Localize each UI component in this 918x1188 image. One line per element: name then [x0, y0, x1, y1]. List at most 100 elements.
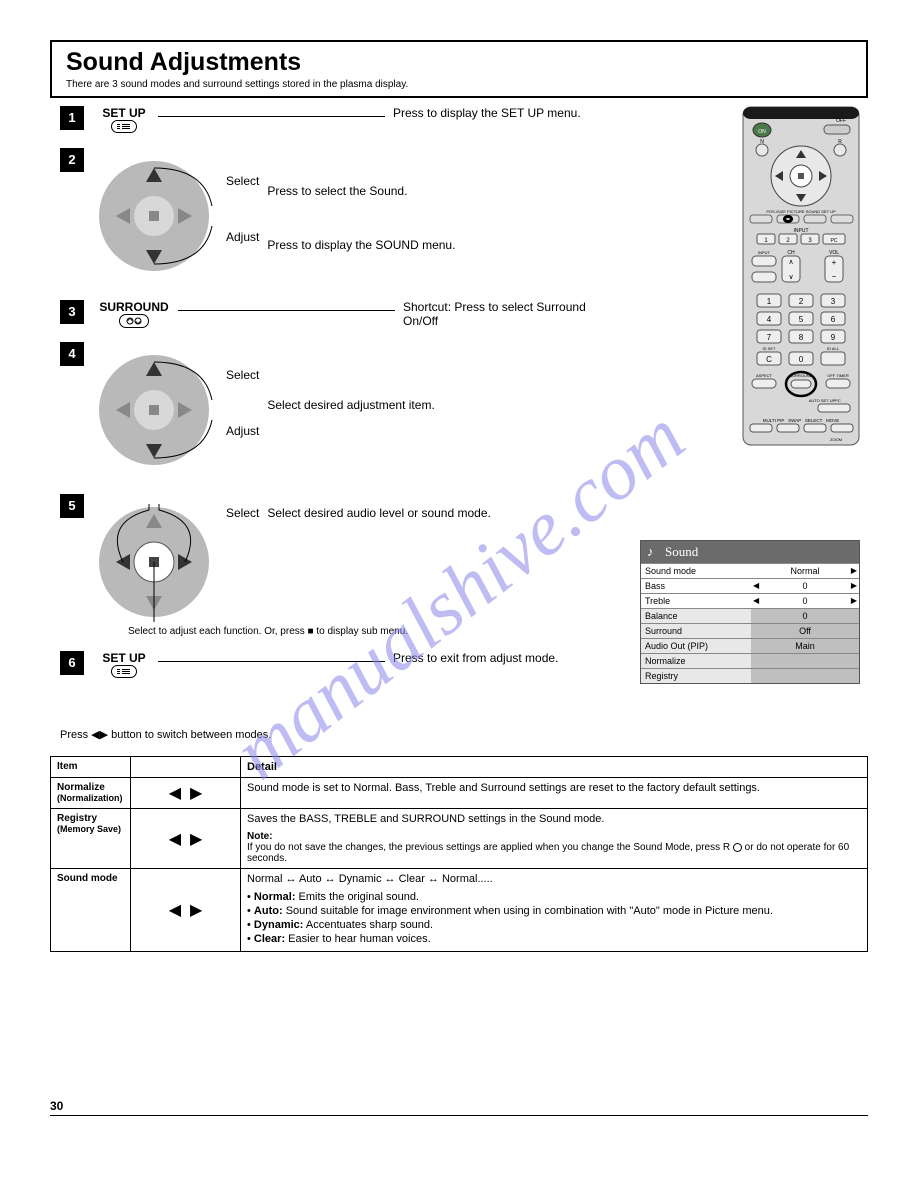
remote-illustration: ON OFF N R POS./SIZE PICTURE SOUND SET U… [742, 106, 860, 449]
svg-text:−: − [832, 272, 837, 281]
svg-text:MULTI PIP SWAP SELECT MO: MULTI PIP SWAP SELECT MOVE [763, 418, 840, 423]
sound-icon: ♪ [647, 544, 654, 560]
sound-menu-value [751, 654, 859, 668]
item-paren: (Normalization) [57, 793, 123, 803]
step-3: 3 SURROUND Shortcut: Press to select Sur… [60, 300, 620, 328]
left-right-icon: ◀ ▶ [169, 831, 203, 848]
page-number: 30 [50, 1099, 868, 1116]
svg-text:∨: ∨ [788, 274, 793, 281]
sound-menu-value: Off [751, 624, 859, 638]
sound-menu-value: 0 [751, 609, 859, 623]
svg-text:ZOOM: ZOOM [830, 437, 842, 442]
step-text: Select desired adjustment item. [267, 398, 620, 412]
left-right-icon: ◀ ▶ [169, 902, 203, 919]
item-label: Registry [57, 813, 97, 824]
svg-text:6: 6 [831, 315, 836, 324]
item-label: Normalize [57, 782, 105, 793]
item-paren: (Memory Save) [57, 824, 121, 834]
sound-menu-value: Main [751, 639, 859, 653]
adjust-label: Adjust [226, 424, 259, 438]
sound-menu-key: Audio Out (PIP) [641, 639, 751, 653]
svg-text:ID ALL: ID ALL [827, 346, 840, 351]
svg-text:3: 3 [831, 297, 836, 306]
mode-cycle: Normal ↔ Auto ↔ Dynamic ↔ Clear ↔ Normal… [247, 873, 861, 885]
sound-menu-value: 0◀▶ [751, 579, 859, 593]
dpad-icon [94, 156, 214, 276]
step-2: 2 Select A [60, 148, 620, 286]
steps-column: 1 SET UP Press to display the SET UP men… [60, 106, 620, 693]
note-label: Note: [247, 831, 273, 842]
step-text: Press to select the Sound. [267, 184, 620, 198]
item-detail: Sound mode is set to Normal. Bass, Trebl… [241, 778, 868, 809]
step-number: 6 [60, 651, 84, 675]
step-text: Shortcut: Press to select Surround On/Of… [403, 300, 620, 328]
step-text: Select desired audio level or sound mode… [267, 506, 620, 520]
svg-text:4: 4 [767, 315, 772, 324]
sound-menu-key: Bass [641, 579, 751, 593]
sound-menu-value: 0◀▶ [751, 594, 859, 608]
svg-text:9: 9 [831, 333, 836, 342]
setup-label: SET UP [94, 106, 154, 120]
svg-text:OFF: OFF [836, 118, 846, 124]
sound-menu-row: Normalize [641, 653, 859, 668]
select-label: Select [226, 174, 259, 188]
step-text: Press to display the SET UP menu. [393, 106, 620, 120]
sound-menu-row: Sound modeNormal▶ [641, 563, 859, 578]
note-text: If you do not save the changes, the prev… [247, 842, 849, 864]
svg-text:VOL: VOL [829, 250, 839, 256]
sound-menu-row: Balance0 [641, 608, 859, 623]
manual-page: manualshive.com Sound Adjustments There … [0, 0, 918, 1188]
svg-text:CH: CH [787, 250, 795, 256]
svg-text:ID SET: ID SET [763, 346, 776, 351]
page-subtitle: There are 3 sound modes and surround set… [66, 79, 852, 90]
sound-menu-key: Sound mode [641, 564, 751, 578]
mode-bullet: • Dynamic: Accentuates sharp sound. [247, 919, 861, 931]
sound-menu-value [751, 669, 859, 683]
svg-text:2: 2 [799, 297, 804, 306]
surround-label: SURROUND [94, 300, 174, 314]
step-extra: Press to display the SOUND menu. [267, 238, 620, 252]
step-number: 3 [60, 300, 84, 324]
page-title: Sound Adjustments [66, 48, 852, 77]
svg-text:POS./SIZE PICTURE SOUND SET UP: POS./SIZE PICTURE SOUND SET UP [766, 209, 836, 214]
sound-menu-key: Treble [641, 594, 751, 608]
setup-button-icon [111, 120, 137, 133]
sound-menu-key: Registry [641, 669, 751, 683]
table-row: Registry (Memory Save) ◀ ▶ Saves the BAS… [51, 809, 868, 869]
step-6: 6 SET UP Press to exit from adjust mode. [60, 651, 620, 679]
item-label: Sound mode [57, 873, 118, 884]
step-4: 4 Select A [60, 342, 620, 480]
svg-text:5: 5 [799, 315, 804, 324]
adjust-label: Adjust [226, 230, 259, 244]
sound-menu-value: Normal▶ [751, 564, 859, 578]
svg-text:N: N [760, 139, 764, 145]
setup-label: SET UP [94, 651, 154, 665]
sound-menu-row: SurroundOff [641, 623, 859, 638]
th-item: Item [51, 757, 131, 778]
r-button-icon [733, 843, 742, 852]
svg-text:8: 8 [799, 333, 804, 342]
mode-bullet: • Normal: Emits the original sound. [247, 891, 861, 903]
sound-menu-key: Balance [641, 609, 751, 623]
svg-text:INPUT: INPUT [794, 228, 809, 234]
dpad-icon [94, 502, 214, 622]
sound-menu-header: ♪ Sound [641, 541, 859, 563]
svg-text:AUTO SET UP: AUTO SET UP [809, 398, 836, 403]
svg-text:7: 7 [767, 333, 772, 342]
step-number: 4 [60, 342, 84, 366]
select-label: Select [226, 506, 259, 520]
mode-bullet: • Clear: Easier to hear human voices. [247, 933, 861, 945]
svg-text:∧: ∧ [788, 259, 793, 266]
th-detail: Detail [241, 757, 868, 778]
step-number: 1 [60, 106, 84, 130]
svg-text:INPUT: INPUT [758, 250, 771, 255]
step-text: Press to exit from adjust mode. [393, 651, 620, 665]
dpad-icon [94, 350, 214, 470]
page-title-box: Sound Adjustments There are 3 sound mode… [50, 40, 868, 98]
svg-text:PC: PC [835, 398, 841, 403]
sound-menu: ♪ Sound Sound modeNormal▶Bass0◀▶Treble0◀… [640, 540, 860, 684]
sound-menu-row: Audio Out (PIP)Main [641, 638, 859, 653]
sound-menu-key: Surround [641, 624, 751, 638]
mode-bullet: • Auto: Sound suitable for image environ… [247, 905, 861, 917]
svg-text:+: + [832, 258, 837, 267]
